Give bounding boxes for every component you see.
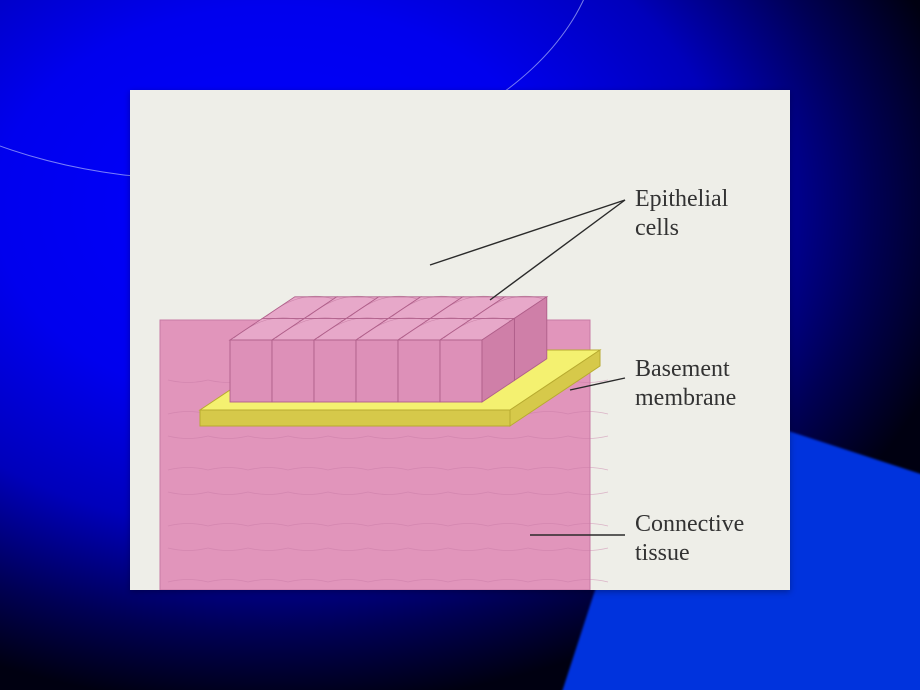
label-epithelial: Epithelial cells [635,185,728,243]
label-basement-line1: Basement [635,356,730,382]
figure-panel: Epithelial cells Basement membrane Conne… [130,90,790,590]
label-connective-line2: tissue [635,540,690,566]
label-epithelial-line1: Epithelial [635,186,728,212]
label-basement-line2: membrane [635,385,736,411]
label-epithelial-line2: cells [635,215,679,241]
label-connective-line1: Connective [635,511,744,537]
label-connective: Connective tissue [635,510,744,568]
label-basement: Basement membrane [635,355,736,413]
